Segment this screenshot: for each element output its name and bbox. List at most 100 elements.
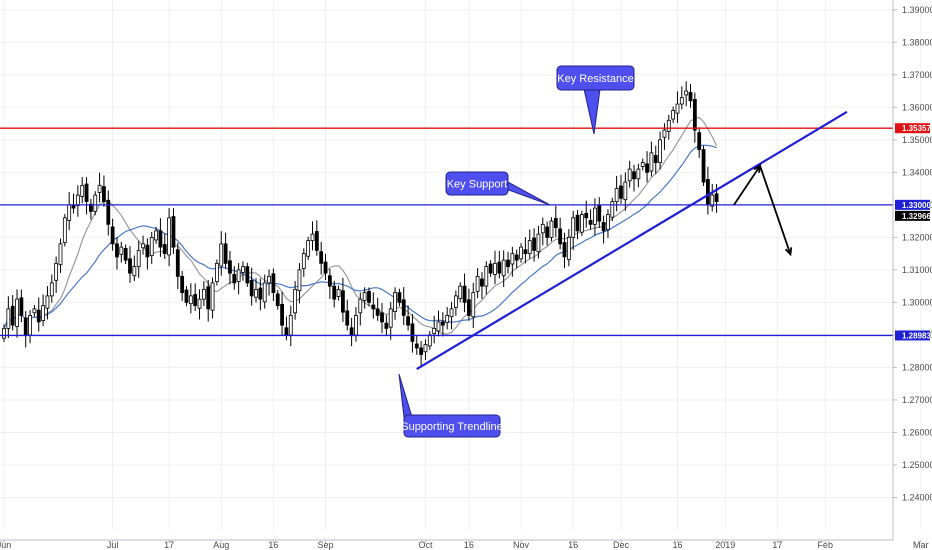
y-tick-label: 1.39000 [902, 5, 932, 15]
candle-down [645, 163, 649, 173]
candle-up [571, 217, 576, 238]
candle-down [249, 279, 254, 297]
candle-up [354, 314, 358, 336]
candle-down [419, 347, 424, 355]
price-tag [895, 123, 930, 134]
x-tick-label: 16 [464, 540, 474, 550]
candle-down [110, 226, 115, 245]
candle-down [601, 222, 606, 232]
candle-down [223, 243, 228, 264]
candle-down [245, 266, 250, 284]
candle-down [341, 290, 345, 313]
projection-arrow-path [733, 163, 792, 255]
candle-up [636, 168, 641, 180]
x-tick-label: Jun [0, 540, 11, 550]
candle-down [701, 149, 706, 183]
candle-up [475, 275, 480, 292]
candle-up [549, 220, 554, 238]
y-tick-label: 1.25000 [902, 460, 932, 470]
candle-down [488, 263, 493, 274]
candle-up [67, 204, 72, 221]
candle-up [606, 214, 610, 230]
candle-up [93, 194, 98, 212]
candle-down [467, 299, 471, 316]
candle-down [462, 285, 467, 303]
candle-up [662, 129, 667, 138]
price-tag [895, 330, 930, 341]
candle-up [449, 308, 454, 318]
candle-up [658, 139, 662, 163]
candle-up [710, 194, 715, 207]
candle-down [171, 216, 176, 248]
candle-down [84, 183, 89, 202]
candle-down [327, 275, 332, 287]
candle-up [623, 181, 628, 201]
candle-down [206, 286, 211, 310]
candle-up [453, 295, 458, 308]
candle-down [158, 230, 163, 248]
candle-down [106, 199, 111, 225]
candle-up [527, 240, 532, 255]
candle-down [284, 327, 289, 336]
x-tick-label: 16 [268, 540, 278, 550]
candle-up [62, 217, 67, 243]
candle-down [440, 321, 445, 326]
candle-up [484, 266, 489, 287]
candle-down [597, 205, 602, 222]
candle-up [684, 90, 689, 96]
candle-down [271, 273, 276, 294]
x-tick-label: 17 [772, 540, 782, 550]
candle-down [162, 244, 167, 255]
candle-up [267, 275, 271, 284]
candle-up [362, 292, 367, 301]
candle-up [262, 282, 267, 303]
y-tick-label: 1.24000 [902, 492, 932, 502]
candle-up [310, 233, 315, 242]
x-tick-label: Nov [513, 540, 530, 550]
x-tick-label: Sep [318, 540, 334, 550]
candle-down [180, 275, 185, 294]
candle-down [349, 327, 354, 336]
candle-up [358, 298, 363, 314]
horizontal-levels [0, 127, 893, 337]
price-tag [895, 199, 930, 210]
candle-down [514, 254, 519, 261]
candle-up [675, 103, 680, 114]
candle-down [545, 226, 550, 238]
candle-up [423, 344, 428, 353]
candle-up [519, 246, 523, 260]
candle-down [175, 249, 180, 277]
candle-down [145, 244, 150, 258]
candle-up [614, 188, 619, 202]
callout-label: Key Support [447, 179, 508, 191]
candle-down [553, 218, 558, 229]
candle-up [49, 282, 54, 297]
y-tick-label: 1.37000 [902, 70, 932, 80]
candle-down [332, 285, 337, 300]
candle-down [36, 309, 41, 323]
x-tick-label: Jul [107, 540, 119, 550]
candle-down [102, 186, 106, 202]
y-tick-label: 1.31000 [902, 265, 932, 275]
price-tag-label: 1.33000 [902, 201, 931, 210]
candle-up [301, 253, 306, 269]
callout-pointer [583, 88, 601, 135]
candle-up [54, 262, 59, 281]
candle-down [319, 251, 324, 264]
supporting-trendline [416, 110, 848, 370]
candle-down [19, 297, 24, 316]
x-tick-label: Oct [418, 540, 433, 550]
callout-label: Supporting Trendline [401, 421, 503, 433]
candle-up [210, 282, 215, 311]
candle-up [41, 305, 46, 322]
candle-up [32, 308, 37, 314]
candle-up [593, 207, 597, 225]
candle-down [632, 171, 636, 180]
candle-up [471, 292, 476, 318]
price-tag [895, 210, 930, 221]
candle-up [436, 321, 441, 332]
candle-down [193, 294, 198, 307]
candle-up [393, 292, 397, 312]
candle-up [119, 246, 124, 255]
candle-down [619, 185, 623, 199]
